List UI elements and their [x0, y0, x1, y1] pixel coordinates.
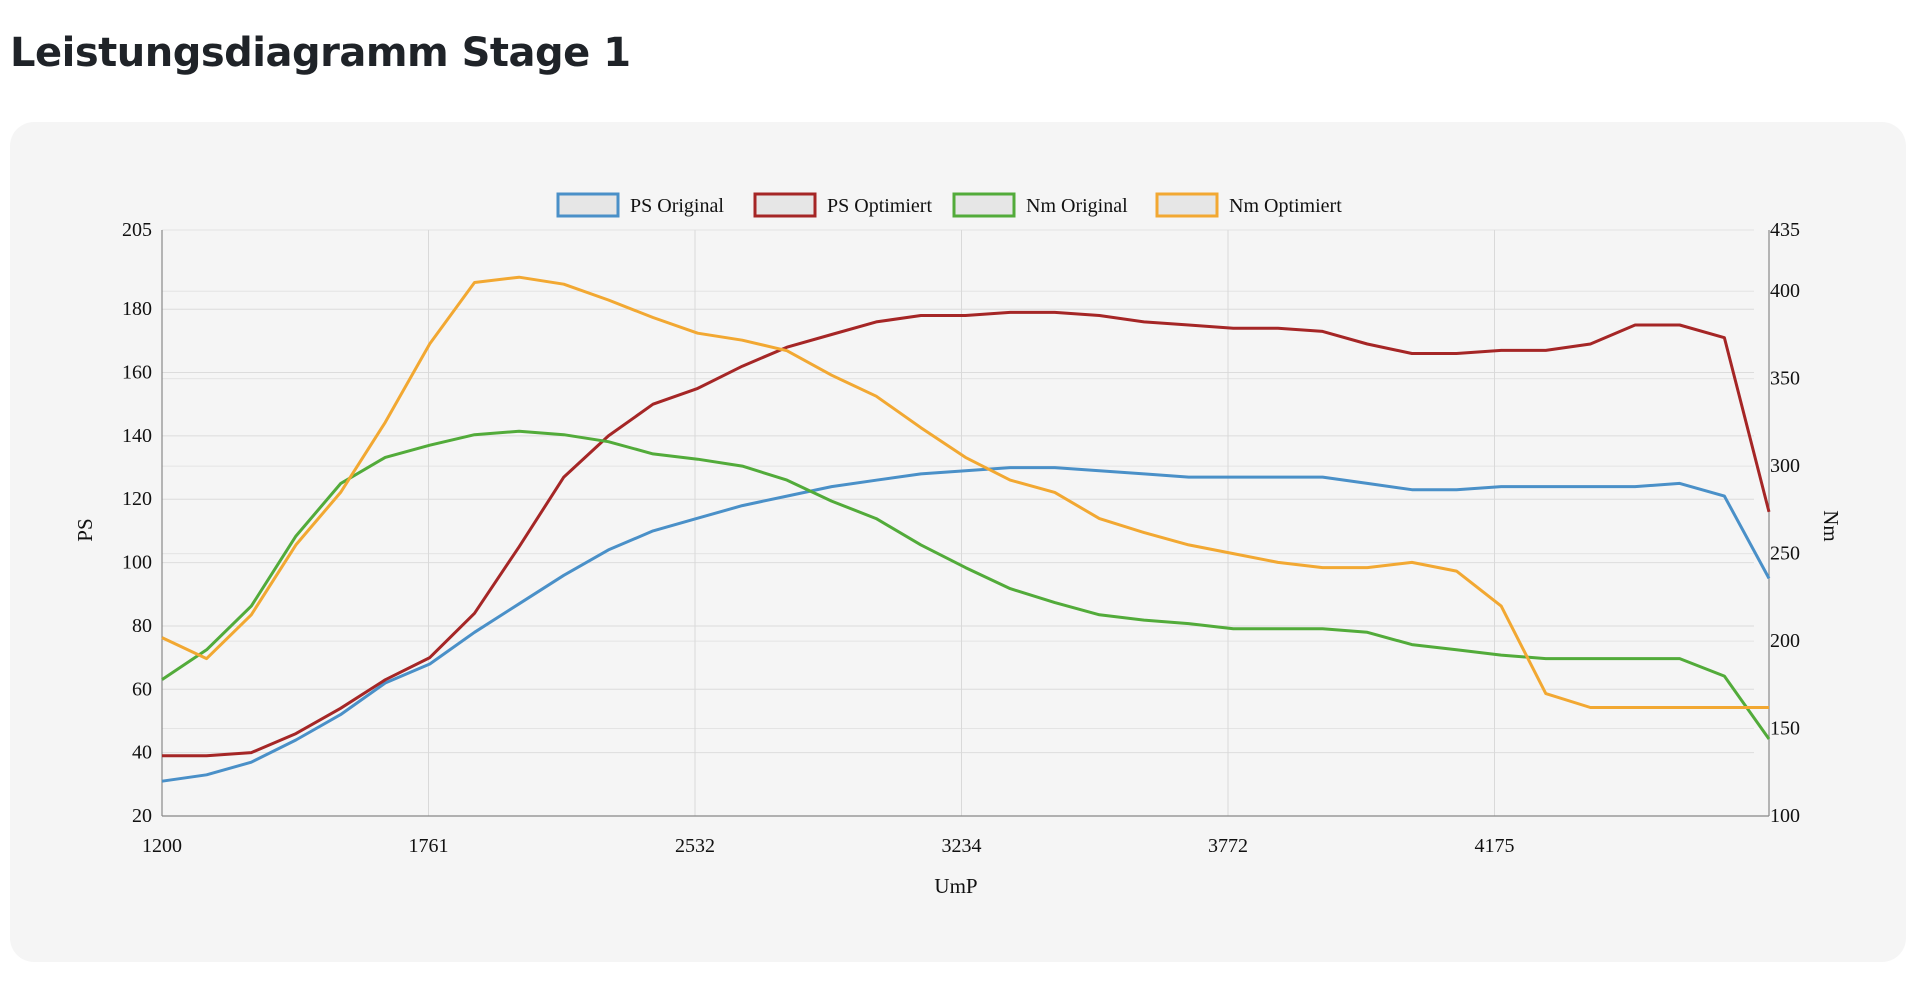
series-lines: [161, 275, 1771, 783]
x-tick-label: 4175: [1475, 835, 1515, 857]
legend-swatch: [753, 192, 817, 218]
legend-label: PS Optimiert: [827, 195, 932, 217]
left-tick-label: 100: [122, 552, 152, 574]
right-tick-label: 150: [1770, 718, 1800, 740]
legend-label: Nm Original: [1026, 195, 1128, 217]
chart-card: 20 40 60 80 100 120 140 160 180 205 100 150 200 250 3…: [10, 122, 1906, 962]
legend-swatch: [556, 192, 620, 218]
x-tick-label: 3772: [1208, 835, 1248, 857]
right-tick-label: 100: [1770, 805, 1800, 827]
right-axis-title: Nm: [1819, 510, 1843, 542]
left-tick-label: 180: [122, 298, 152, 320]
series-line-1: [162, 310, 1771, 758]
series-line-2: [161, 429, 1771, 740]
right-tick-label: 400: [1770, 280, 1800, 302]
grid-lines: [161, 229, 1770, 817]
right-tick-label: 435: [1770, 219, 1800, 241]
x-tick-label: 1200: [142, 835, 182, 857]
legend-swatch: [1155, 192, 1219, 218]
series-line-0: [161, 466, 1771, 783]
left-tick-label: 120: [122, 488, 152, 510]
left-axis-ticks: 20 40 60 80 100 120 140 160 180 205: [122, 219, 152, 827]
x-tick-label: 2532: [675, 835, 715, 857]
left-axis-title: PS: [73, 518, 97, 541]
legend-swatch: [952, 192, 1016, 218]
power-chart: 20 40 60 80 100 120 140 160 180 205 100 150 200 250 3…: [73, 192, 1843, 898]
x-tick-label: 3234: [942, 835, 982, 857]
left-tick-label: 205: [122, 219, 152, 241]
legend-label: Nm Optimiert: [1229, 195, 1342, 217]
x-axis-title: UmP: [934, 874, 977, 898]
chart-legend: PS Original PS Optimiert Nm Original Nm Opt…: [556, 192, 1342, 218]
series-line-3: [161, 275, 1769, 709]
x-tick-label: 1761: [409, 835, 449, 857]
right-tick-label: 350: [1770, 368, 1800, 390]
axes: [161, 230, 1770, 817]
left-tick-label: 60: [132, 678, 152, 700]
left-tick-label: 140: [122, 425, 152, 447]
right-tick-label: 300: [1770, 455, 1800, 477]
left-tick-label: 160: [122, 362, 152, 384]
left-tick-label: 20: [132, 805, 152, 827]
left-tick-label: 80: [132, 615, 152, 637]
right-axis-ticks: 100 150 200 250 300 350 400 435: [1770, 219, 1800, 827]
legend-label: PS Original: [630, 195, 724, 217]
x-axis-ticks: 1200 1761 2532 3234 3772 4175: [142, 835, 1515, 857]
page-title: Leistungsdiagramm Stage 1: [10, 30, 631, 76]
left-tick-label: 40: [132, 742, 152, 764]
right-tick-label: 250: [1770, 543, 1800, 565]
right-tick-label: 200: [1770, 630, 1800, 652]
